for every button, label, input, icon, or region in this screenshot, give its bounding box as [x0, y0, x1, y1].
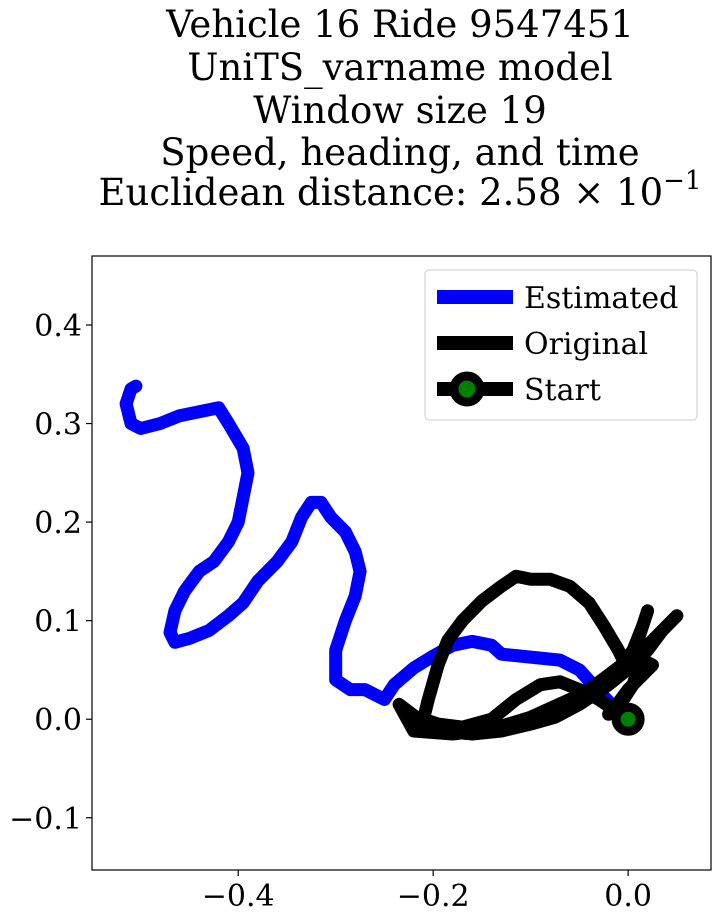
y-tick-label: 0.1 [34, 605, 82, 640]
x-tick-label: −0.4 [202, 879, 275, 914]
x-tick-label: 0.0 [604, 879, 652, 914]
legend: Estimated Original Start [424, 269, 698, 421]
title-line-1: Vehicle 16 Ride 9547451 [165, 3, 634, 46]
series-original-line [392, 569, 684, 741]
title-line-2: UniTS_varname model [187, 46, 612, 90]
y-tick-label: −0.1 [9, 802, 82, 837]
title-line-5-main: Euclidean distance: 2.58 × 10 [99, 171, 664, 214]
series-estimated-line [119, 379, 635, 726]
start-point-marker [611, 702, 645, 736]
plot-area-frame [91, 255, 712, 871]
title-line-3: Window size 19 [253, 89, 547, 132]
title-line-5-exponent: −1 [663, 166, 701, 196]
title-line-5: Euclidean distance: 2.58 × 10−1 [99, 166, 702, 214]
y-tick-label: 0.4 [34, 309, 82, 344]
x-tick-label: −0.2 [397, 879, 470, 914]
legend-original-label: Original [524, 327, 648, 362]
series-layer [119, 379, 684, 741]
y-tick-label: 0.3 [34, 408, 82, 443]
legend-estimated-label: Estimated [524, 281, 678, 316]
legend-start-label: Start [524, 373, 601, 408]
chart-title: Vehicle 16 Ride 9547451 UniTS_varname mo… [99, 3, 702, 214]
legend-start-marker [449, 371, 485, 407]
y-tick-label: 0.0 [34, 703, 82, 738]
y-tick-label: 0.2 [34, 506, 82, 541]
title-line-4: Speed, heading, and time [160, 131, 639, 174]
axis-ticks-layer: −0.4 −0.2 0.0 −0.1 0.0 0.1 0.2 0.3 0.4 [9, 309, 652, 914]
